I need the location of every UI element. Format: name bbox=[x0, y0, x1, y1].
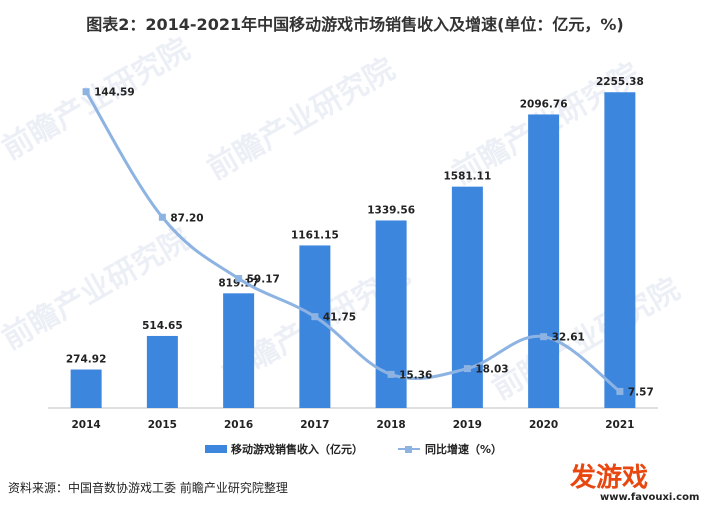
x-tick-label: 2021 bbox=[605, 419, 634, 431]
bar-value-label: 514.65 bbox=[142, 320, 183, 332]
bar-series: 274.92 514.65 819.17 1161.15 1339.56 1581.11 2… bbox=[66, 76, 644, 409]
line-marker bbox=[311, 313, 319, 321]
line-marker bbox=[158, 213, 166, 221]
line-marker bbox=[616, 387, 624, 395]
bar-value-label: 1161.15 bbox=[291, 229, 339, 241]
legend-label-bar: 移动游戏销售收入（亿元） bbox=[231, 442, 363, 456]
x-tick-label: 2020 bbox=[529, 419, 558, 431]
bar-value-label: 1581.11 bbox=[443, 171, 491, 183]
watermark-text: 前瞻产业研究院 bbox=[202, 52, 401, 187]
line-marker bbox=[235, 275, 243, 283]
bar-value-label: 274.92 bbox=[66, 354, 107, 366]
bar bbox=[299, 245, 331, 408]
bar-value-label: 819.17 bbox=[218, 277, 259, 289]
legend: 移动游戏销售收入（亿元） 同比增速（%） bbox=[205, 442, 502, 456]
bar-value-label: 2255.38 bbox=[596, 76, 644, 88]
watermark-text: 前瞻产业研究院 bbox=[0, 32, 196, 167]
line-value-label: 59.17 bbox=[247, 274, 280, 286]
site-logo: 发游戏 www.favouxi.com bbox=[569, 462, 699, 503]
bar bbox=[70, 369, 102, 408]
line-value-label: 41.75 bbox=[323, 312, 356, 324]
logo-url: www.favouxi.com bbox=[600, 492, 699, 503]
line-value-label: 87.20 bbox=[170, 212, 203, 224]
x-tick-label: 2015 bbox=[148, 419, 177, 431]
line-marker bbox=[387, 370, 395, 378]
bar bbox=[223, 293, 255, 408]
line-marker bbox=[463, 365, 471, 373]
line-value-label: 18.03 bbox=[475, 364, 508, 376]
legend-label-line: 同比增速（%） bbox=[425, 442, 502, 456]
bar-value-label: 2096.76 bbox=[520, 98, 568, 110]
x-tick-label: 2016 bbox=[224, 419, 253, 431]
bar bbox=[146, 335, 178, 408]
line-value-label: 144.59 bbox=[94, 87, 135, 99]
logo-text: 发游戏 bbox=[569, 462, 648, 493]
legend-swatch-marker bbox=[405, 446, 412, 453]
line-value-label: 15.36 bbox=[399, 369, 432, 381]
x-axis-ticks: 2014 2015 2016 2017 2018 2019 2020 2021 bbox=[72, 419, 635, 431]
chart-title: 图表2：2014-2021年中国移动游戏市场销售收入及增速(单位：亿元，%) bbox=[86, 15, 624, 34]
bar bbox=[604, 92, 636, 409]
bar-value-label: 1339.56 bbox=[367, 204, 415, 216]
line-value-label: 32.61 bbox=[552, 332, 585, 344]
x-tick-label: 2019 bbox=[453, 419, 482, 431]
x-tick-label: 2017 bbox=[300, 419, 329, 431]
x-tick-label: 2018 bbox=[377, 419, 406, 431]
line-series: 144.59 87.20 59.17 41.75 15.36 18.03 32.61 7.57 bbox=[82, 87, 654, 398]
line-value-label: 7.57 bbox=[628, 386, 654, 398]
line-marker bbox=[82, 88, 90, 96]
bar bbox=[528, 114, 560, 408]
legend-swatch-bar bbox=[205, 445, 227, 453]
watermark-text: 前瞻产业研究院 bbox=[487, 272, 686, 407]
source-note: 资料来源：中国音数协游戏工委 前瞻产业研究院整理 bbox=[8, 480, 288, 495]
line-marker bbox=[540, 333, 548, 341]
x-tick-label: 2014 bbox=[72, 419, 101, 431]
